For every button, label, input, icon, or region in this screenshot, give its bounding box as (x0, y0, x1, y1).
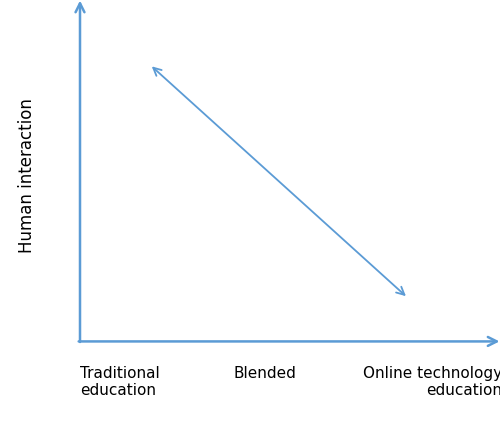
Text: Human interaction: Human interaction (18, 98, 36, 252)
Text: Online technology
education: Online technology education (363, 365, 500, 397)
Text: Blended: Blended (233, 365, 296, 380)
Text: Traditional
education: Traditional education (80, 365, 160, 397)
